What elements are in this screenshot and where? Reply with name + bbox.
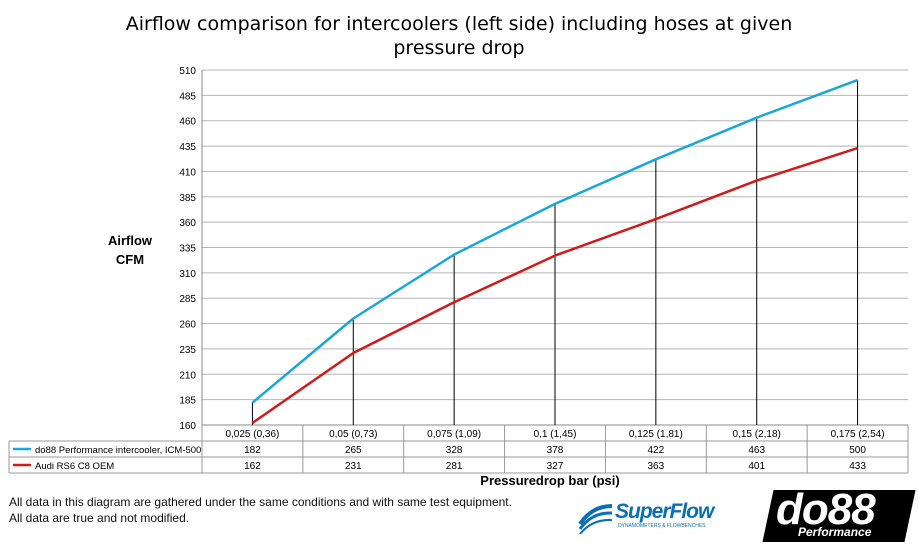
data-label: 182 xyxy=(244,445,261,456)
note-line-2: All data are true and not modified. xyxy=(9,511,190,525)
y-tick-label: 310 xyxy=(179,269,196,280)
data-label: 463 xyxy=(748,445,765,456)
chart-title-line-1: Airflow comparison for intercoolers (lef… xyxy=(125,13,793,35)
y-tick-label: 260 xyxy=(179,320,196,331)
y-tick-label: 235 xyxy=(179,345,196,356)
x-tick-label: 0,05 (0,73) xyxy=(329,429,377,440)
y-tick-label: 410 xyxy=(179,167,196,178)
legend-label-1: do88 Performance intercooler, ICM-500 xyxy=(35,445,201,456)
y-tick-label: 385 xyxy=(179,193,196,204)
superflow-swoosh-icon xyxy=(578,504,613,534)
y-tick-label: 160 xyxy=(179,421,196,432)
data-label: 327 xyxy=(547,461,564,472)
do88-name: do88 xyxy=(776,485,876,534)
legend-label-2: Audi RS6 C8 OEM xyxy=(35,461,114,472)
x-tick-label: 0,175 (2,54) xyxy=(831,429,885,440)
data-label: 231 xyxy=(345,461,362,472)
superflow-logo: SuperFlow DYNAMOMETERS & FLOWBENCHES xyxy=(578,496,738,536)
series-line-1 xyxy=(251,78,859,404)
x-tick-label: 0,025 (0,36) xyxy=(225,429,279,440)
do88-sub: Performance xyxy=(798,525,872,539)
y-tick-label: 285 xyxy=(179,294,196,305)
y-tick-label: 210 xyxy=(179,370,196,381)
x-tick-label: 0,125 (1,81) xyxy=(629,429,683,440)
y-tick-label: 485 xyxy=(179,91,196,102)
y-tick-label: 185 xyxy=(179,396,196,407)
y-axis-label-line-2: CFM xyxy=(115,252,145,267)
y-tick-label: 460 xyxy=(179,117,196,128)
data-label: 500 xyxy=(849,445,866,456)
data-label: 162 xyxy=(244,461,261,472)
y-tick-label: 510 xyxy=(179,66,196,77)
series-line-2 xyxy=(251,146,858,425)
data-label: 265 xyxy=(345,445,362,456)
x-tick-label: 0,075 (1,09) xyxy=(427,429,481,440)
x-axis-label: Pressuredrop bar (psi) xyxy=(480,473,620,488)
data-label: 378 xyxy=(547,445,564,456)
x-tick-label: 0,15 (2,18) xyxy=(733,429,781,440)
x-tick-label: 0,1 (1,45) xyxy=(534,429,577,440)
y-tick-label: 335 xyxy=(179,244,196,255)
y-tick-label: 360 xyxy=(179,218,196,229)
data-label: 401 xyxy=(748,461,765,472)
data-label: 422 xyxy=(648,445,665,456)
superflow-tagline: DYNAMOMETERS & FLOWBENCHES xyxy=(618,523,706,529)
superflow-name: SuperFlow xyxy=(615,500,714,523)
data-label: 281 xyxy=(446,461,463,472)
data-label: 363 xyxy=(648,461,665,472)
data-label: 433 xyxy=(849,461,866,472)
data-label: 328 xyxy=(446,445,463,456)
note-line-1: All data in this diagram are gathered un… xyxy=(9,495,512,509)
y-tick-label: 435 xyxy=(179,142,196,153)
do88-logo: do88 Performance xyxy=(762,485,916,542)
chart-title-line-2: pressure drop xyxy=(393,37,525,59)
y-axis-label-line-1: Airflow xyxy=(107,233,153,248)
